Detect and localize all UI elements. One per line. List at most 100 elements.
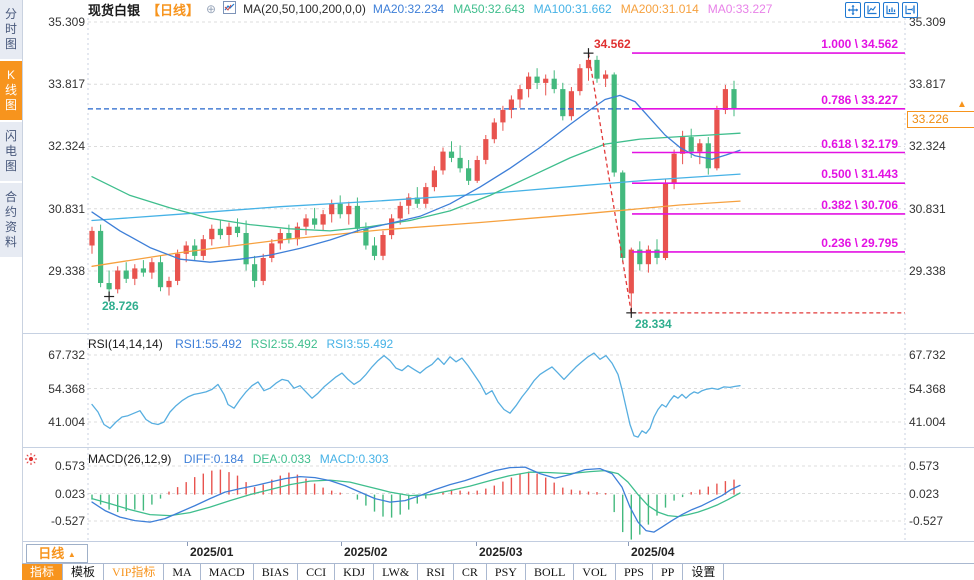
sidebar-tab-分时图[interactable]: 分时图: [0, 0, 22, 59]
ma-values: MA20:32.234 MA50:32.643 MA100:31.662 MA200:…: [373, 2, 782, 16]
circle-plus-icon[interactable]: ⊕: [206, 2, 217, 16]
macd-values: DIFF:0.184 DEA:0.033 MACD:0.303: [184, 452, 398, 466]
ma-value: MA20:32.234: [372, 2, 445, 16]
axis-label: 54.368: [48, 382, 85, 396]
candlestick-series: [89, 53, 737, 313]
indicator-tab-CCI[interactable]: CCI: [298, 564, 336, 580]
axis-label: 33.817: [48, 77, 85, 91]
indicator-tab-指标[interactable]: 指标: [22, 564, 64, 580]
date-label: 2025/01: [190, 545, 234, 559]
current-price-box: 33.226: [907, 111, 974, 128]
axis-label: 0.573: [909, 459, 940, 473]
indicator-tab-VOL[interactable]: VOL: [574, 564, 616, 580]
line-chart-icon[interactable]: [223, 1, 237, 17]
indicator-tab-BOLL[interactable]: BOLL: [525, 564, 575, 580]
rsi-line: [91, 352, 741, 438]
sun-icon[interactable]: [24, 452, 38, 471]
date-tick: [628, 542, 629, 546]
indicator-tab-VIP指标[interactable]: VIP指标: [104, 564, 165, 580]
axis-label: 35.309: [909, 15, 946, 29]
diff-line: [91, 466, 741, 533]
chart-header: 现货白银 【日线】 ⊕ MA(20,50,100,200,0,0) MA20:3…: [88, 1, 782, 18]
pan-crosshair-icon[interactable]: [845, 2, 861, 18]
axis-label: 67.732: [909, 348, 946, 362]
period-tag[interactable]: 【日线】: [147, 2, 200, 18]
rsi-value: RSI2:55.492: [250, 337, 318, 351]
trend-line: [587, 52, 632, 314]
macd-title: MACD(26,12,9): [88, 452, 172, 466]
indicator-tab-LW&[interactable]: LW&: [374, 564, 419, 580]
axis-label: 29.338: [48, 264, 85, 278]
date-label: 2025/03: [479, 545, 523, 559]
date-tick: [341, 542, 342, 546]
macd-value: DEA:0.033: [252, 452, 311, 466]
gridlines: [22, 18, 974, 540]
axis-auto-icon[interactable]: [864, 2, 880, 18]
axis-label: -0.527: [909, 514, 944, 528]
period-selector[interactable]: 日线 ▲: [26, 544, 88, 563]
period-label: 日线: [38, 546, 65, 561]
indicator-tab-CR[interactable]: CR: [453, 564, 487, 580]
indicator-tab-设置[interactable]: 设置: [683, 564, 725, 580]
ma20-line: [91, 94, 741, 263]
macd-value: MACD:0.303: [319, 452, 389, 466]
axis-label: 0.573: [54, 459, 85, 473]
fib-label: 1.000 \ 34.562: [821, 37, 898, 51]
macd-value: DIFF:0.184: [183, 452, 244, 466]
indicator-tab-RSI[interactable]: RSI: [418, 564, 454, 580]
indicator-tab-PSY[interactable]: PSY: [486, 564, 526, 580]
sidebar: 分时图 K线图 闪电图 合约资料: [0, 0, 23, 580]
fib-label: 0.500 \ 31.443: [821, 167, 898, 181]
fib-label: 0.786 \ 33.227: [821, 93, 898, 107]
indicator-tab-MACD[interactable]: MACD: [200, 564, 254, 580]
rsi-values: RSI1:55.492 RSI2:55.492 RSI3:55.492: [175, 337, 402, 351]
ma200-line: [91, 200, 741, 267]
indicator-tab-KDJ[interactable]: KDJ: [335, 564, 375, 580]
ma-value: MA100:31.662: [533, 2, 612, 16]
macd-panel-header: MACD(26,12,9) DIFF:0.184 DEA:0.033 MACD:0.…: [88, 452, 407, 466]
dea-line: [91, 469, 741, 518]
sidebar-tab-闪电图[interactable]: 闪电图: [0, 122, 22, 181]
axis-label: 32.324: [48, 139, 85, 153]
ma-settings-label: MA(20,50,100,200,0,0): [243, 2, 366, 16]
indicator-tab-bar: 指标 模板 VIP指标 MA MACD BIAS CCI KDJ LW& RSI CR PSY BOLL…: [22, 563, 974, 580]
macd-histogram: [91, 469, 735, 540]
axis-label: 30.831: [909, 202, 946, 216]
fib-label: 0.382 \ 30.706: [821, 198, 898, 212]
indicator-tab-BIAS[interactable]: BIAS: [253, 564, 299, 580]
axis-label: 67.732: [48, 348, 85, 362]
rsi-value: RSI3:55.492: [326, 337, 394, 351]
indicator-tab-PPS[interactable]: PPS: [615, 564, 653, 580]
axis-label: -0.527: [50, 514, 85, 528]
low-price-label: 28.726: [102, 299, 139, 313]
ma-value: MA0:33.227: [707, 2, 773, 16]
rsi-value: RSI1:55.492: [175, 337, 242, 351]
axis-label: 30.831: [48, 202, 85, 216]
rsi-title: RSI(14,14,14): [88, 337, 163, 351]
date-axis: 日线 ▲ 2025/01 2025/02 2025/03 2025/04: [22, 541, 974, 564]
up-triangle-icon: ▲: [67, 550, 76, 559]
sidebar-tab-K线图[interactable]: K线图: [0, 61, 22, 120]
date-label: 2025/02: [344, 545, 388, 559]
fib-label: 0.618 \ 32.179: [821, 137, 898, 151]
indicator-tab-模板[interactable]: 模板: [63, 564, 105, 580]
axis-latest-icon[interactable]: [883, 2, 899, 18]
indicator-tab-MA[interactable]: MA: [164, 564, 201, 580]
sidebar-tab-合约资料[interactable]: 合约资料: [0, 183, 22, 257]
indicator-tab-PP[interactable]: PP: [652, 564, 684, 580]
axis-label: 33.817: [909, 77, 946, 91]
axis-label: 35.309: [48, 15, 85, 29]
peak-price-label: 34.562: [594, 37, 631, 51]
ma50-line: [91, 132, 741, 232]
axis-label: 0.023: [54, 487, 85, 501]
date-tick: [476, 542, 477, 546]
axis-label: 54.368: [909, 382, 946, 396]
ma100-line: [91, 173, 741, 222]
date-tick: [187, 542, 188, 546]
scroll-end-icon[interactable]: [902, 2, 918, 18]
date-label: 2025/04: [631, 545, 675, 559]
ma-value: MA50:32.643: [453, 2, 525, 16]
bottom-price-label: 28.334: [635, 317, 672, 331]
